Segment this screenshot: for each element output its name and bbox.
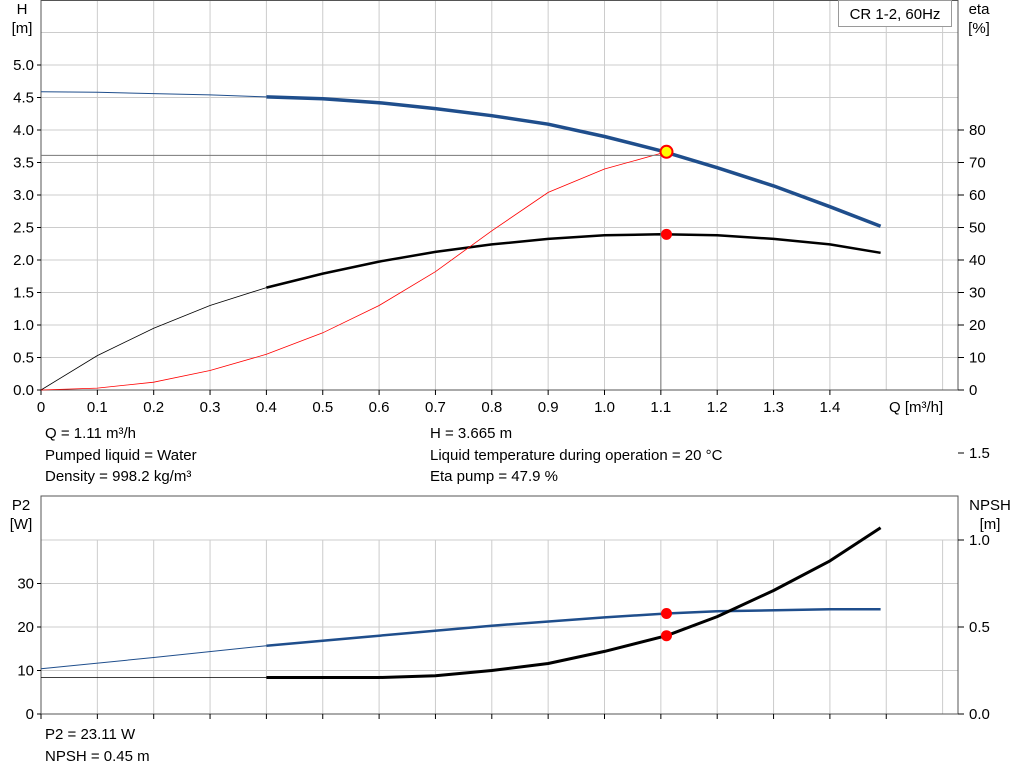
bottom-y-right-tick-label: 1.0 (969, 532, 990, 549)
p2-point-marker (660, 607, 672, 619)
top-y-left-symbol: H (16, 1, 28, 18)
markers (659, 144, 674, 642)
bottom-y-right-unit: [m] (979, 516, 1001, 533)
bottom-y-left-tick-label: 0 (26, 706, 34, 723)
eta-point-marker (660, 228, 672, 240)
npsh-point-marker (660, 630, 672, 642)
bottom-y-left-symbol: P2 (11, 497, 31, 514)
eta-curve-thin-part (40, 287, 267, 391)
legend-label: CR 1-2, 60Hz (838, 0, 952, 27)
top-y-left-tick-label: 4.0 (13, 122, 34, 139)
top-axes: 0.0 0.5 1.0 1.5 2.0 2.5 3.0 3.5 4.0 4.5 5.0 0 10 20 30… (13, 0, 986, 416)
eta-curve-line (266, 233, 881, 289)
top-y-left-tick-label: 0.0 (13, 382, 34, 399)
top-y-left-unit: [m] (11, 20, 33, 37)
bottom-y-right-tick-label: 1.5 (969, 445, 990, 462)
top-x-tick-label: 0.7 (425, 399, 446, 416)
top-x-tick-label: 0.2 (143, 399, 164, 416)
info-head: H = 3.665 m (430, 425, 513, 442)
top-x-tick-label: 0.4 (256, 399, 277, 416)
bottom-series (40, 526, 882, 679)
top-y-left-tick-label: 2.5 (13, 220, 34, 237)
top-x-tick-label: 1.2 (707, 399, 728, 416)
top-y-right-symbol: eta (968, 1, 990, 18)
duty-point-marker (659, 144, 674, 159)
top-y-left-tick-label: 1.0 (13, 317, 34, 334)
top-y-right-tick-label: 10 (969, 350, 986, 367)
top-x-tick-label: 0.6 (369, 399, 390, 416)
bottom-y-right-symbol: NPSH (969, 497, 1011, 514)
top-y-right-tick-label: 40 (969, 252, 986, 269)
bottom-y-left-tick-label: 30 (17, 576, 34, 593)
system-curve-line (40, 151, 667, 391)
bottom-axes: 0 10 20 30 0.0 0.5 1.0 1.5 (17, 445, 990, 723)
top-y-left-tick-label: 1.5 (13, 285, 34, 302)
bottom-y-right-title: NPSH [m] (962, 496, 1018, 534)
top-y-left-title: H [m] (10, 0, 34, 38)
bottom-y-right-tick-label: 0.5 (969, 619, 990, 636)
top-x-tick-label: 0.1 (87, 399, 108, 416)
top-y-left-tick-label: 0.5 (13, 350, 34, 367)
info-temperature: Liquid temperature during operation = 20… (430, 447, 723, 464)
bottom-y-left-unit: [W] (9, 516, 33, 533)
top-y-right-unit: [%] (968, 20, 990, 37)
head-curve-line (266, 95, 882, 228)
top-y-left-tick-label: 5.0 (13, 57, 34, 74)
p2-curve-line (266, 607, 881, 647)
top-grid (41, 0, 958, 390)
top-y-left-tick-label: 2.0 (13, 252, 34, 269)
top-x-tick-label: 0.5 (312, 399, 333, 416)
top-x-tick-label: 1.3 (763, 399, 784, 416)
top-y-right-tick-label: 70 (969, 155, 986, 172)
info-density: Density = 998.2 kg/m³ (45, 468, 192, 485)
bottom-y-right-tick-label: 0.0 (969, 706, 990, 723)
top-x-tick-label: 1.4 (819, 399, 840, 416)
bottom-plot-frame (40, 495, 959, 715)
top-x-tick-label: 1.1 (650, 399, 671, 416)
top-x-tick-label: 1.0 (594, 399, 615, 416)
top-y-right-title: eta [%] (962, 0, 996, 38)
bottom-grid (41, 539, 958, 714)
top-y-right-tick-label: 30 (969, 285, 986, 302)
top-x-tick-label: 0.8 (481, 399, 502, 416)
info-liquid: Pumped liquid = Water (45, 447, 197, 464)
info-eta: Eta pump = 47.9 % (430, 468, 558, 485)
info-p2: P2 = 23.11 W (45, 726, 136, 743)
info-npsh: NPSH = 0.45 m (45, 748, 150, 765)
bottom-y-left-tick-label: 20 (17, 619, 34, 636)
top-x-tick-label: 0 (37, 399, 45, 416)
top-y-left-tick-label: 3.0 (13, 187, 34, 204)
head-curve-thin-part (40, 91, 267, 98)
top-y-left-tick-label: 3.5 (13, 155, 34, 172)
bottom-y-left-tick-label: 10 (17, 663, 34, 680)
top-y-right-tick-label: 20 (969, 317, 986, 334)
top-series (40, 91, 882, 391)
top-x-tick-label: 0.3 (200, 399, 221, 416)
top-y-right-tick-label: 80 (969, 122, 986, 139)
p2-curve-thin-part (40, 645, 267, 670)
bottom-y-left-title: P2 [W] (6, 496, 36, 534)
top-y-right-tick-label: 0 (969, 382, 977, 399)
top-y-right-tick-label: 50 (969, 220, 986, 237)
top-y-left-tick-label: 4.5 (13, 90, 34, 107)
info-flow: Q = 1.11 m³/h (45, 425, 137, 442)
npsh-curve-line (266, 526, 882, 679)
top-x-axis-title: Q [m³/h] (889, 399, 944, 416)
top-x-tick-label: 0.9 (538, 399, 559, 416)
top-y-right-tick-label: 60 (969, 187, 986, 204)
